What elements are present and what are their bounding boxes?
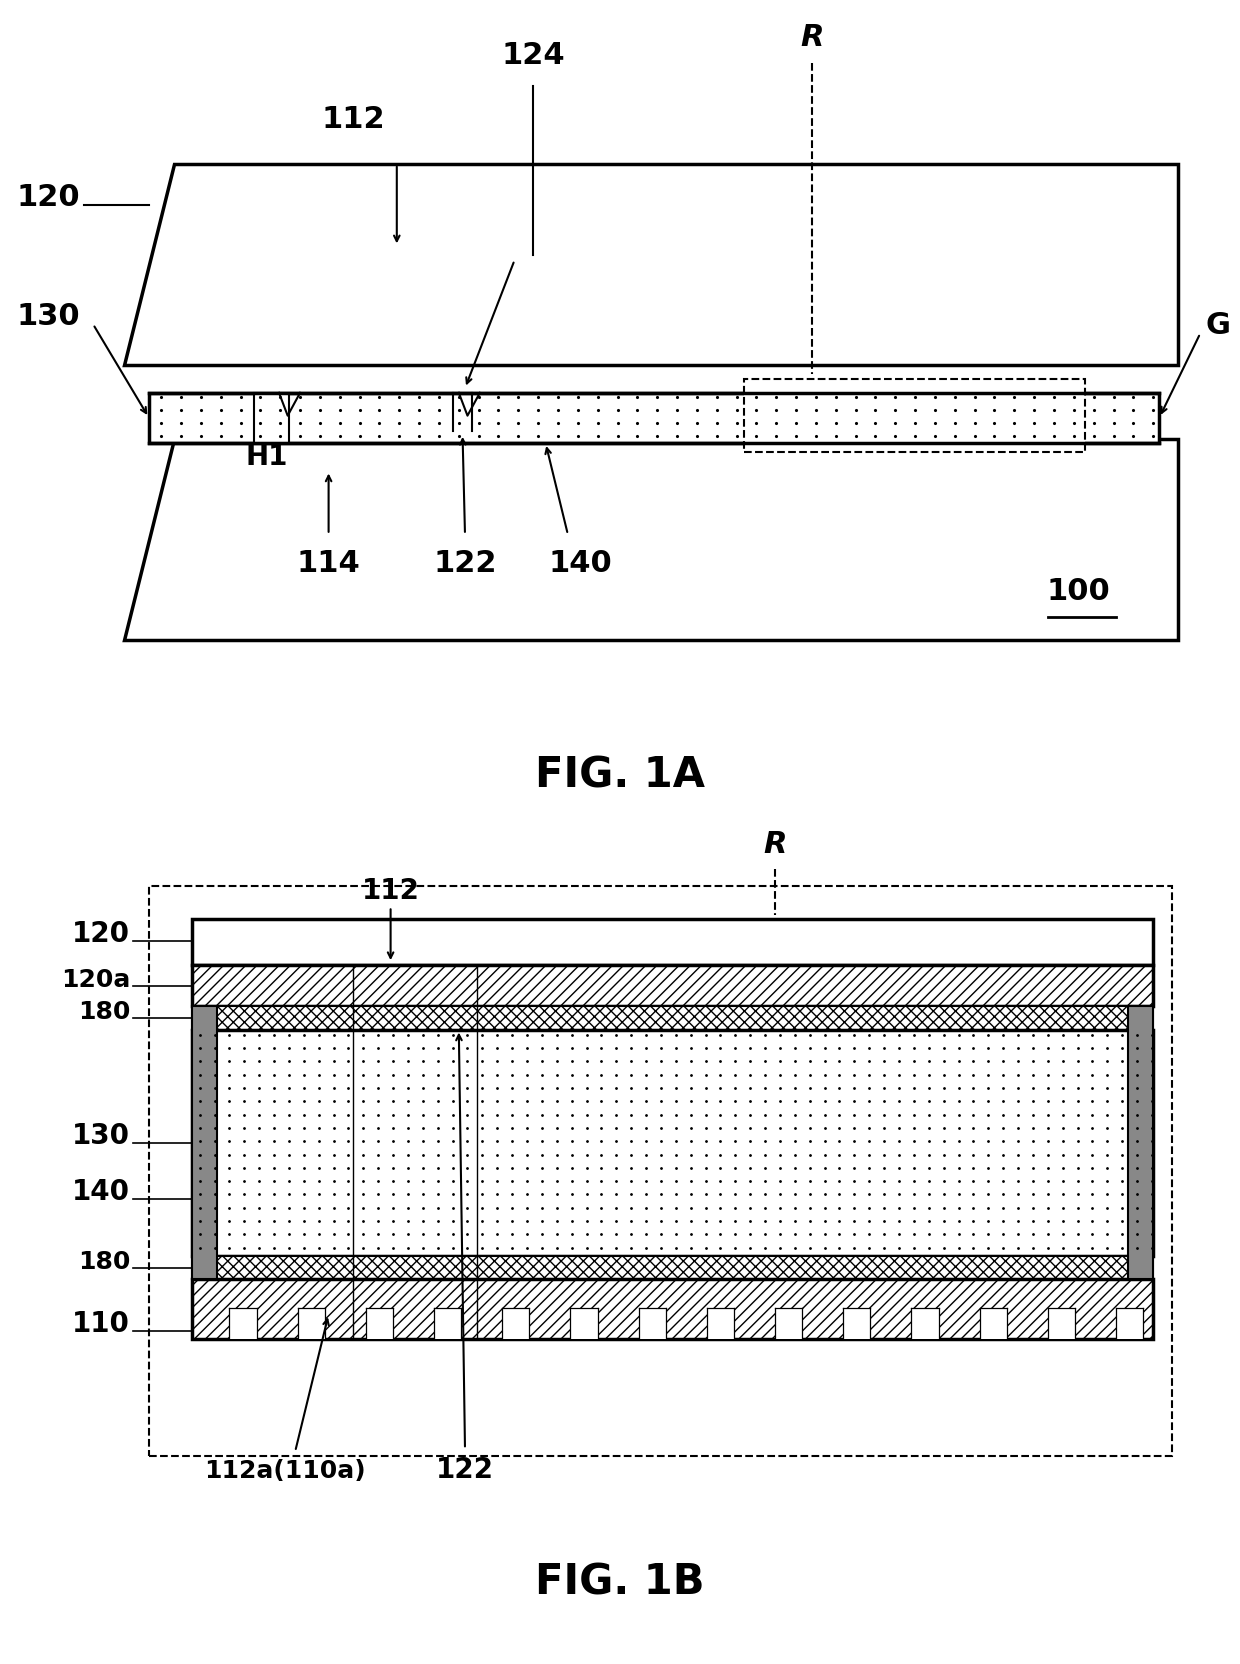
Bar bbox=[192, 1007, 217, 1280]
Text: 140: 140 bbox=[548, 549, 613, 577]
Text: FIG. 1A: FIG. 1A bbox=[534, 754, 706, 795]
Text: 180: 180 bbox=[78, 1250, 130, 1273]
Bar bbox=[502, 1308, 529, 1340]
Bar bbox=[298, 1308, 325, 1340]
Bar bbox=[192, 919, 1153, 965]
Text: 130: 130 bbox=[72, 1122, 130, 1150]
Text: 112a(110a): 112a(110a) bbox=[205, 1458, 366, 1483]
Text: 100: 100 bbox=[1047, 576, 1111, 606]
Bar bbox=[192, 1007, 1153, 1030]
Text: 112: 112 bbox=[321, 105, 386, 135]
Text: 124: 124 bbox=[501, 42, 565, 70]
Bar bbox=[192, 1256, 1153, 1280]
Bar bbox=[911, 1308, 939, 1340]
Polygon shape bbox=[124, 165, 1178, 366]
Text: 122: 122 bbox=[433, 549, 497, 577]
Text: R: R bbox=[801, 23, 823, 52]
Bar bbox=[639, 1308, 666, 1340]
Text: 140: 140 bbox=[72, 1178, 130, 1206]
Bar bbox=[1048, 1308, 1075, 1340]
Bar bbox=[707, 1308, 734, 1340]
Bar bbox=[149, 885, 1172, 1456]
Bar bbox=[775, 1308, 802, 1340]
Bar bbox=[192, 1280, 1153, 1340]
Bar bbox=[366, 1308, 393, 1340]
Text: 110: 110 bbox=[72, 1310, 130, 1338]
Text: G: G bbox=[1205, 311, 1230, 339]
Bar bbox=[1116, 1308, 1143, 1340]
Bar bbox=[843, 1308, 870, 1340]
Bar bbox=[570, 1308, 598, 1340]
Text: 112: 112 bbox=[362, 877, 419, 905]
Polygon shape bbox=[124, 439, 1178, 641]
Bar bbox=[192, 965, 1153, 1007]
Bar bbox=[1128, 1007, 1153, 1280]
Bar bbox=[229, 1308, 257, 1340]
Text: R: R bbox=[764, 830, 786, 859]
Text: H1: H1 bbox=[246, 443, 288, 471]
Text: 120a: 120a bbox=[61, 967, 130, 992]
Text: 120: 120 bbox=[72, 920, 130, 948]
Text: 114: 114 bbox=[296, 549, 361, 577]
Bar bbox=[254, 393, 289, 444]
Text: FIG. 1B: FIG. 1B bbox=[536, 1561, 704, 1602]
Text: 130: 130 bbox=[17, 301, 81, 331]
Text: 122: 122 bbox=[436, 1454, 494, 1483]
Bar bbox=[192, 1030, 1153, 1256]
Bar bbox=[744, 379, 1085, 453]
Bar bbox=[149, 393, 1159, 444]
Text: 120: 120 bbox=[17, 183, 81, 211]
Bar bbox=[980, 1308, 1007, 1340]
Bar bbox=[434, 1308, 461, 1340]
Text: 180: 180 bbox=[78, 1000, 130, 1023]
